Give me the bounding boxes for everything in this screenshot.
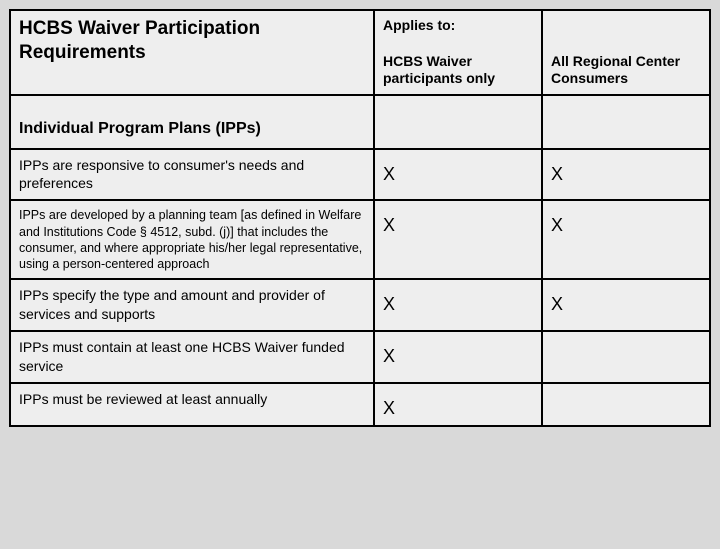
header-col3: All Regional Center Consumers	[542, 10, 710, 95]
table-row: IPPs must contain at least one HCBS Waiv…	[10, 331, 710, 383]
table-title: HCBS Waiver Participation Requirements	[10, 10, 374, 95]
empty-cell	[542, 95, 710, 149]
section-row: Individual Program Plans (IPPs)	[10, 95, 710, 149]
hcbs-only-mark: X	[374, 383, 542, 426]
applies-to-label: Applies to:	[383, 17, 533, 35]
hcbs-only-mark: X	[374, 331, 542, 383]
hcbs-only-mark: X	[374, 149, 542, 201]
requirement-text: IPPs must contain at least one HCBS Waiv…	[10, 331, 374, 383]
table-row: IPPs are developed by a planning team [a…	[10, 200, 710, 279]
all-consumers-mark: X	[542, 200, 710, 279]
requirement-text: IPPs are developed by a planning team [a…	[10, 200, 374, 279]
empty-cell	[374, 95, 542, 149]
table-row: IPPs specify the type and amount and pro…	[10, 279, 710, 331]
all-consumers-mark	[542, 383, 710, 426]
all-consumers-mark: X	[542, 149, 710, 201]
header-col2: Applies to: HCBS Waiver participants onl…	[374, 10, 542, 95]
requirement-text: IPPs must be reviewed at least annually	[10, 383, 374, 426]
hcbs-only-mark: X	[374, 279, 542, 331]
requirements-table: HCBS Waiver Participation Requirements A…	[9, 9, 711, 427]
hcbs-only-mark: X	[374, 200, 542, 279]
requirements-table-frame: HCBS Waiver Participation Requirements A…	[9, 9, 711, 427]
col2-label: HCBS Waiver participants only	[383, 53, 533, 88]
col3-label: All Regional Center Consumers	[551, 53, 701, 88]
all-consumers-mark	[542, 331, 710, 383]
all-consumers-mark: X	[542, 279, 710, 331]
table-row: IPPs must be reviewed at least annually …	[10, 383, 710, 426]
requirement-text: IPPs are responsive to consumer's needs …	[10, 149, 374, 201]
requirement-text: IPPs specify the type and amount and pro…	[10, 279, 374, 331]
section-heading: Individual Program Plans (IPPs)	[10, 95, 374, 149]
table-row: IPPs are responsive to consumer's needs …	[10, 149, 710, 201]
header-row: HCBS Waiver Participation Requirements A…	[10, 10, 710, 95]
